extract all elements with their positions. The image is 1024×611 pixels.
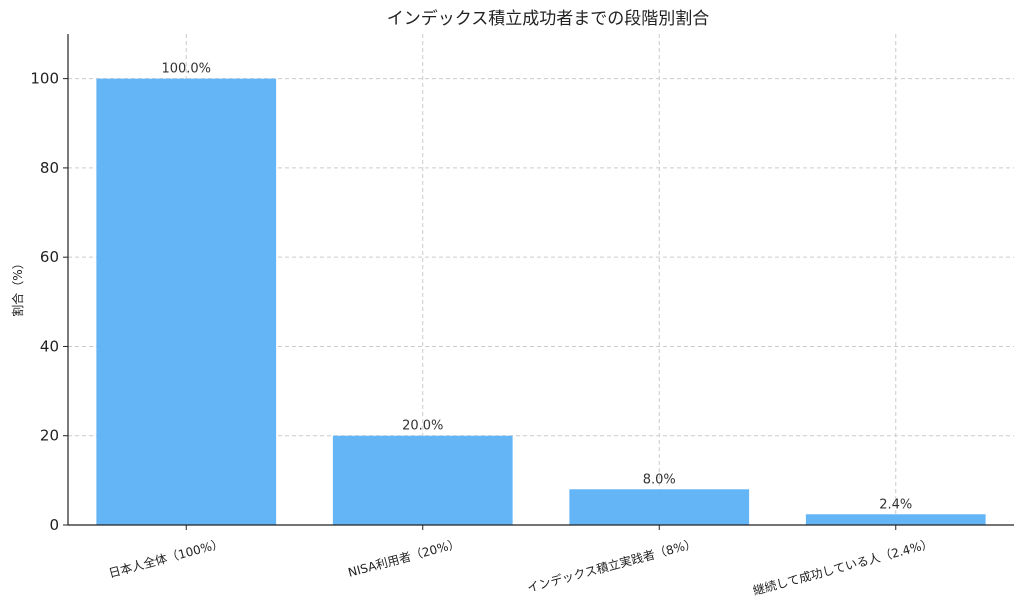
x-tick-label: インデックス積立実践者（8%）: [525, 535, 698, 595]
y-tick-label: 60: [40, 248, 59, 266]
data-label: 100.0%: [161, 62, 211, 77]
y-tick-label: 0: [49, 516, 59, 534]
x-tick-label: 日本人全体（100%）: [107, 535, 225, 580]
x-tick-label: NISA利用者（20%）: [347, 536, 462, 579]
y-tick-label: 20: [40, 427, 59, 445]
chart-title: インデックス積立成功者までの段階別割合: [387, 8, 710, 29]
bar: [96, 78, 277, 526]
bar: [805, 514, 986, 525]
y-tick-label: 100: [30, 70, 59, 88]
y-tick-label: 40: [40, 337, 59, 355]
axis-layer: [63, 34, 1014, 530]
bar: [332, 435, 513, 525]
bar: [569, 489, 750, 525]
data-label: 20.0%: [402, 419, 443, 434]
data-label: 8.0%: [643, 472, 676, 487]
y-axis-label: 割合（%）: [10, 257, 25, 316]
x-tick-label: 継続して成功している人（2.4%）: [751, 535, 934, 598]
bar-layer: [96, 78, 986, 526]
y-tick-label: 80: [40, 159, 59, 177]
data-label: 2.4%: [879, 497, 912, 512]
